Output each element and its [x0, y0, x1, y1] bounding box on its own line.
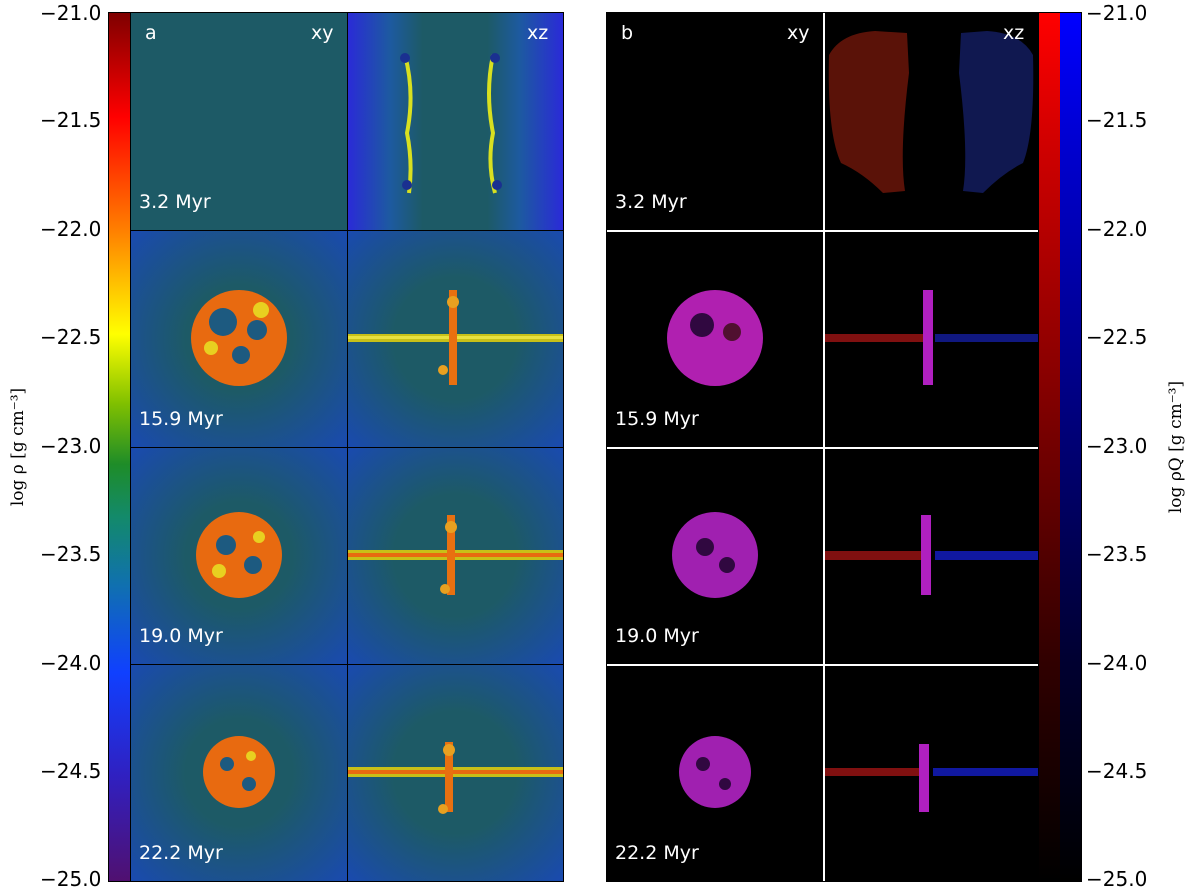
panel-b: b xy xz 3.2 Myr 15.9 Myr 19.0 Myr 22.2 M…: [606, 12, 1040, 882]
disk-b1-xz: [823, 290, 1039, 385]
panel-a-row0-xy: [131, 13, 347, 230]
cloud-a3-xy: [203, 736, 275, 808]
panel-a-row0-xz: [347, 13, 563, 230]
panel-b-hdivider-1: [607, 230, 1039, 232]
panel-b-row1-xy: [607, 230, 823, 447]
right-colorbar-blue: [1060, 13, 1081, 881]
panel-b-row0-xz: [823, 13, 1039, 230]
right-tick-2: −22.0: [1086, 217, 1148, 241]
disk-a3-xz: [347, 742, 563, 814]
panel-b-row1-xz: [823, 230, 1039, 447]
panel-b-row3-xz: [823, 664, 1039, 881]
left-tick-4: −23.0: [40, 434, 102, 458]
right-tick-3: −22.5: [1086, 325, 1148, 349]
right-tick-7: −24.5: [1086, 759, 1148, 783]
cloud-b1-xy: [667, 290, 763, 386]
right-tick-6: −24.0: [1086, 651, 1148, 675]
right-tick-0: −21.0: [1086, 1, 1148, 25]
panel-a-row1-xy: [131, 230, 347, 447]
disk-b3-xz: [823, 744, 1039, 812]
right-tick-4: −23.0: [1086, 434, 1148, 458]
left-tick-5: −23.5: [40, 542, 102, 566]
bubble-lobes-b0: [828, 31, 1034, 193]
panel-a-hdivider-3: [131, 664, 563, 665]
left-tick-3: −22.5: [40, 325, 102, 349]
panel-a-time-3: 22.2 Myr: [139, 842, 223, 864]
panel-b-row3-xy: [607, 664, 823, 881]
left-tick-1: −21.5: [40, 108, 102, 132]
right-tick-1: −21.5: [1086, 108, 1148, 132]
right-tick-5: −23.5: [1086, 542, 1148, 566]
panel-a-hdivider-2: [131, 447, 563, 448]
panel-a-letter: a: [145, 22, 157, 44]
right-colorbar-label: log ρQ [g cm⁻³]: [1166, 380, 1186, 514]
cloud-b2-xy: [672, 512, 758, 598]
panel-a-time-2: 19.0 Myr: [139, 625, 223, 647]
panel-b-hdivider-3: [607, 664, 1039, 666]
panel-b-time-3: 22.2 Myr: [615, 842, 699, 864]
panel-a-row2-xz: [347, 447, 563, 664]
left-tick-2: −22.0: [40, 217, 102, 241]
panel-b-time-2: 19.0 Myr: [615, 625, 699, 647]
panel-a: a xy xz 3.2 Myr 15.9 Myr 19.0 Myr 22.2 M…: [130, 12, 564, 882]
cloud-a2-xy: [196, 512, 282, 598]
panel-b-time-1: 15.9 Myr: [615, 408, 699, 430]
panel-b-xy-label: xy: [787, 22, 810, 44]
panel-b-row2-xz: [823, 447, 1039, 664]
disk-b2-xz: [823, 515, 1039, 595]
right-tick-8: −25.0: [1086, 867, 1148, 891]
bubble-walls-a0: [400, 53, 502, 194]
panel-a-xz-label: xz: [527, 22, 549, 44]
cloud-a1-xy: [191, 290, 287, 386]
panel-a-time-1: 15.9 Myr: [139, 408, 223, 430]
panel-b-time-0: 3.2 Myr: [615, 191, 687, 213]
left-tick-0: −21.0: [40, 1, 102, 25]
left-tick-8: −25.0: [40, 867, 102, 891]
panel-a-row3-xy: [131, 664, 347, 881]
panel-b-hdivider-2: [607, 447, 1039, 449]
panel-a-row2-xy: [131, 447, 347, 664]
cloud-b3-xy: [679, 736, 751, 808]
panel-a-row1-xz: [347, 230, 563, 447]
panel-b-letter: b: [621, 22, 634, 44]
right-colorbar: [1038, 12, 1082, 882]
panel-a-time-0: 3.2 Myr: [139, 191, 211, 213]
left-colorbar: [108, 12, 132, 882]
left-tick-7: −24.5: [40, 759, 102, 783]
panel-a-row3-xz: [347, 664, 563, 881]
left-tick-6: −24.0: [40, 651, 102, 675]
panel-a-xy-label: xy: [311, 22, 334, 44]
left-colorbar-label: log ρ [g cm⁻³]: [8, 387, 28, 507]
disk-a1-xz: [347, 290, 563, 385]
panel-b-xz-label: xz: [1003, 22, 1025, 44]
panel-b-row2-xy: [607, 447, 823, 664]
panel-a-hdivider-1: [131, 230, 563, 231]
right-colorbar-red: [1039, 13, 1060, 881]
disk-a2-xz: [347, 515, 563, 595]
